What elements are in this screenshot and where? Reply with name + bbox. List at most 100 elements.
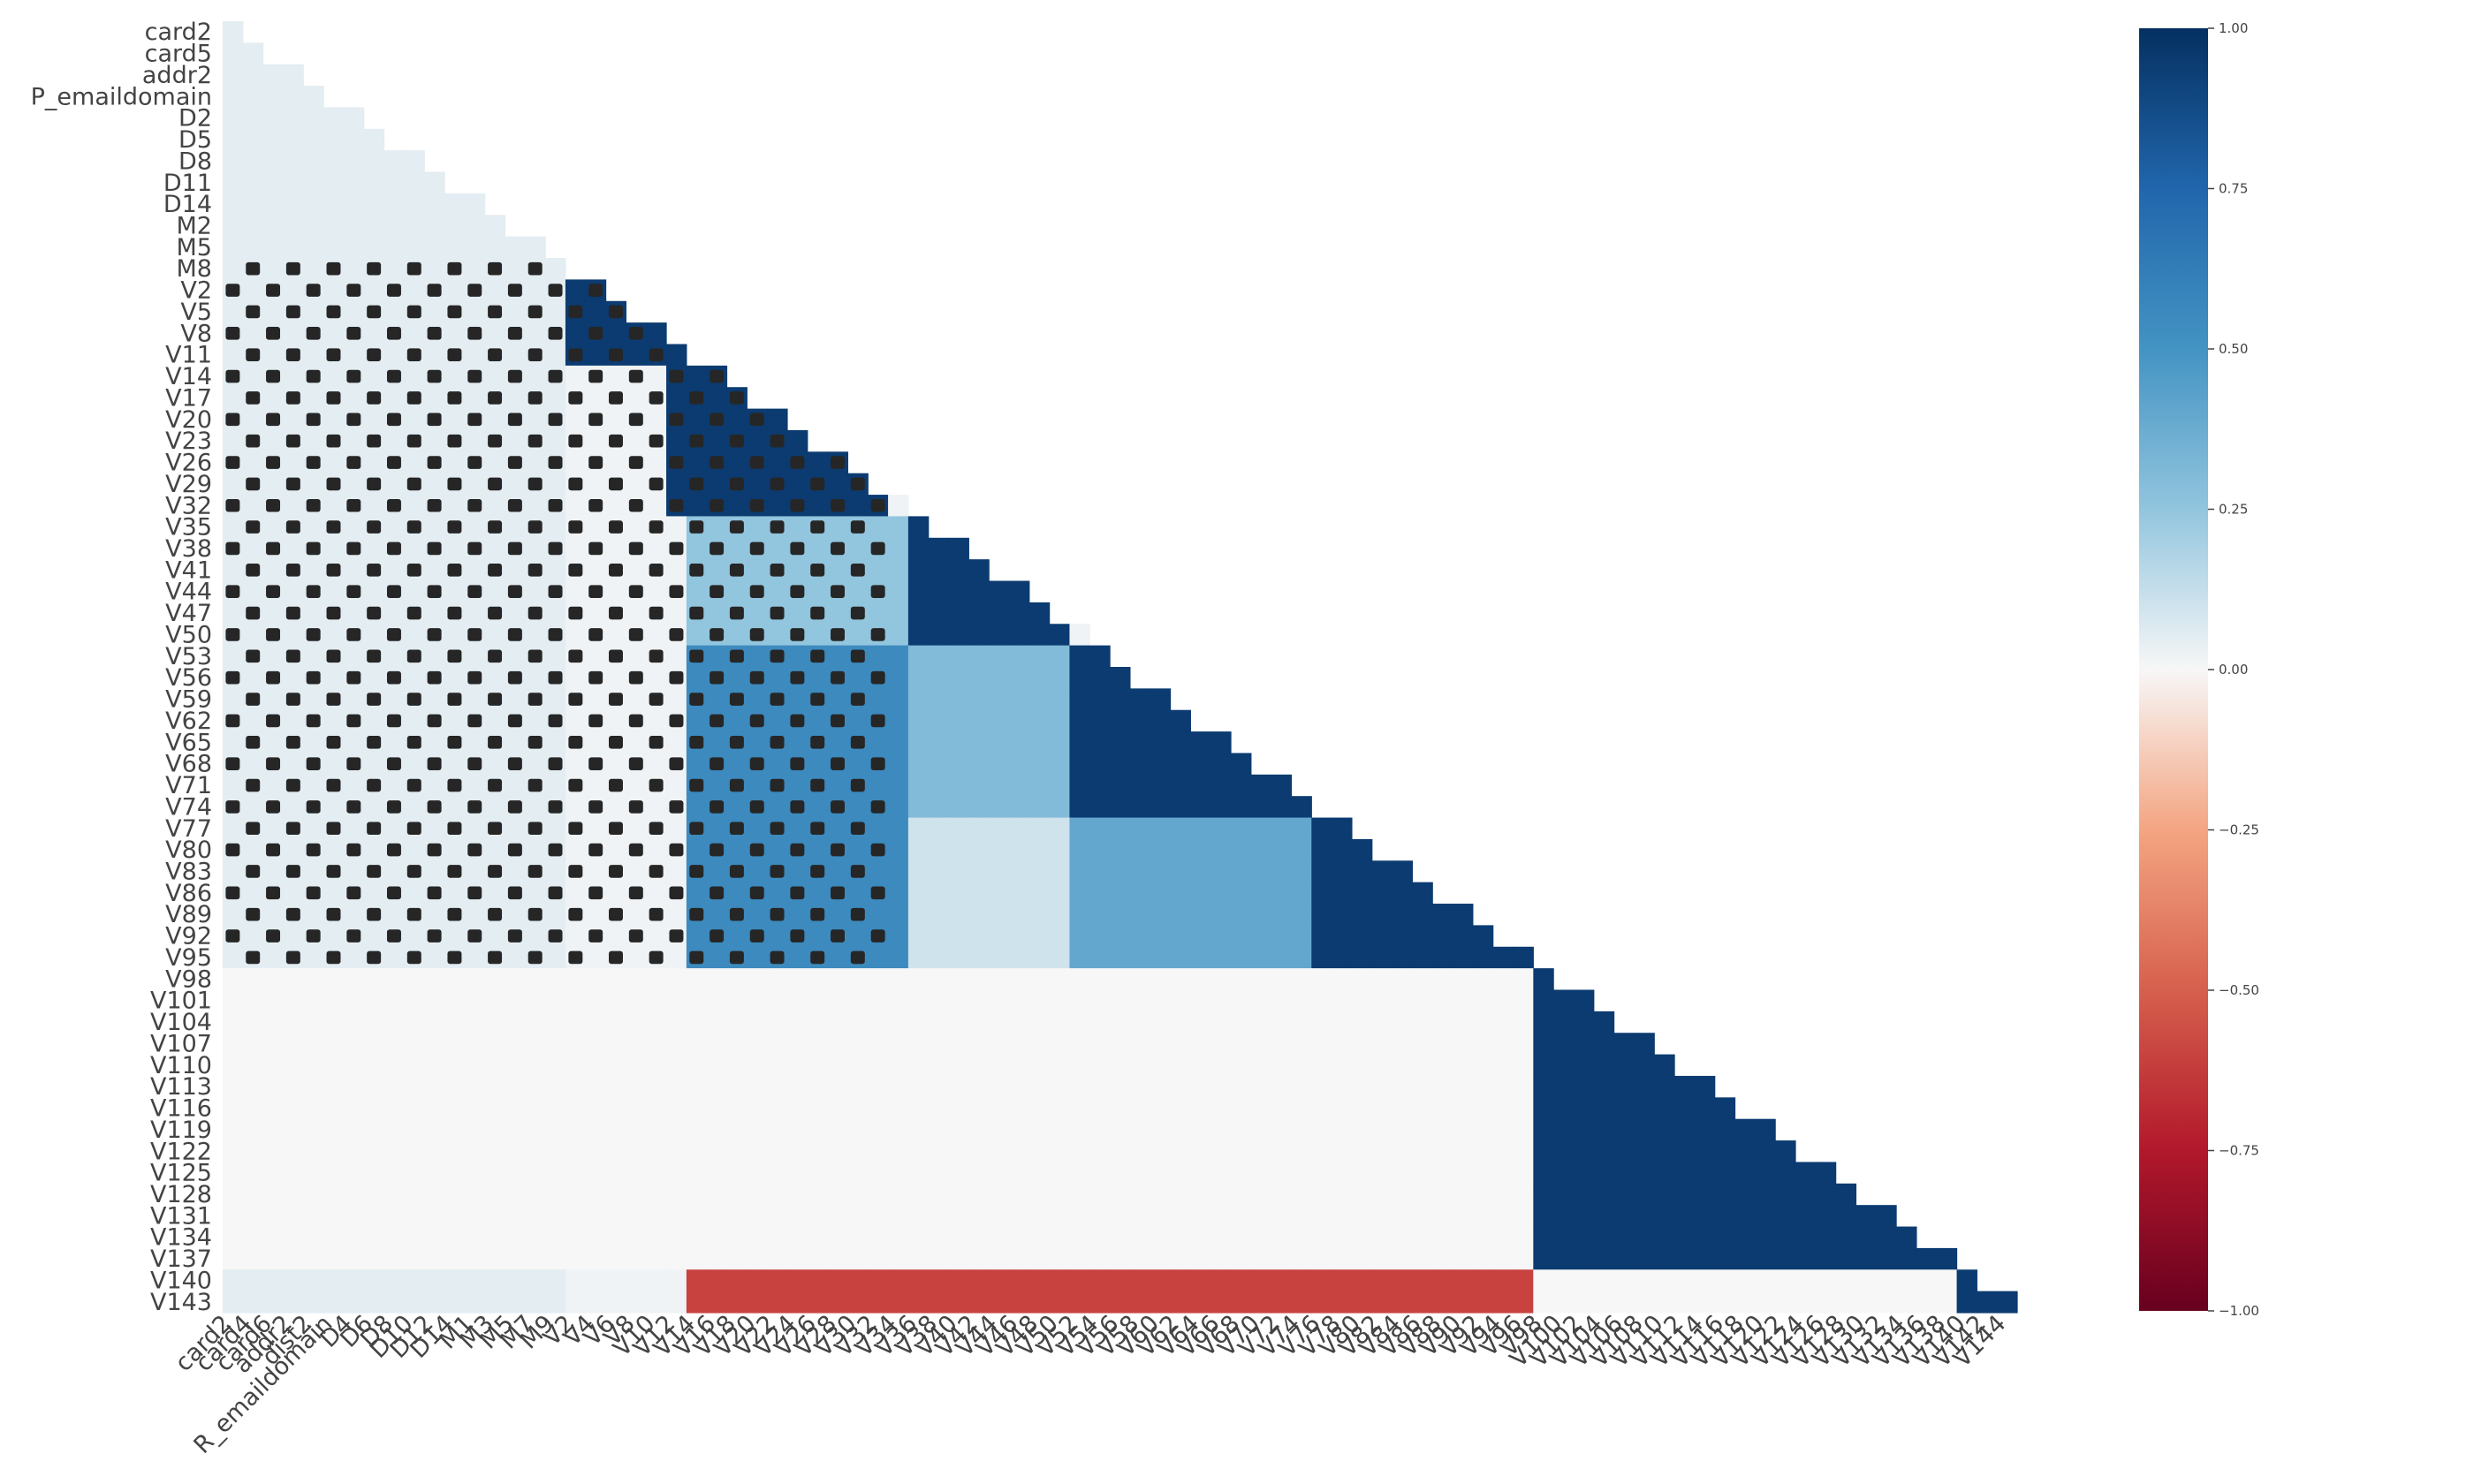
- cell-annotation-mark: [225, 413, 240, 427]
- heatmap-cell: [464, 989, 486, 1012]
- heatmap-cell: [847, 968, 869, 991]
- heatmap-cell: [706, 731, 728, 754]
- heatmap-cell: [545, 1118, 566, 1141]
- heatmap-cell: [1170, 1226, 1191, 1249]
- heatmap-cell: [404, 150, 425, 173]
- heatmap-cell: [1150, 925, 1172, 948]
- heatmap-cell: [505, 1097, 526, 1120]
- heatmap-cell: [847, 1011, 869, 1034]
- cell-annotation-mark: [870, 498, 885, 512]
- heatmap-cell: [726, 667, 748, 689]
- cell-annotation-mark: [427, 714, 442, 728]
- cell-annotation-mark: [568, 907, 583, 921]
- heatmap-cell: [1311, 860, 1332, 883]
- cell-annotation-mark: [689, 907, 704, 921]
- heatmap-cell: [1150, 860, 1172, 883]
- heatmap-cell: [343, 1162, 365, 1185]
- heatmap-cell: [948, 1269, 969, 1292]
- heatmap-cell: [424, 258, 445, 280]
- cell-annotation-mark: [710, 585, 725, 599]
- heatmap-cell: [948, 946, 969, 969]
- heatmap-cell: [484, 1269, 506, 1292]
- heatmap-cell: [786, 516, 808, 539]
- colorbar-tick-label: 1.00: [2219, 20, 2248, 36]
- heatmap-cell: [1351, 1011, 1373, 1034]
- y-tick-label: M5: [177, 234, 212, 261]
- heatmap-cell: [404, 580, 425, 603]
- heatmap-cell: [968, 1291, 990, 1314]
- heatmap-cell: [1028, 624, 1051, 647]
- heatmap-cell: [1573, 1118, 1595, 1141]
- heatmap-cell: [686, 408, 708, 431]
- heatmap-cell: [1351, 1247, 1373, 1270]
- cell-annotation-mark: [367, 434, 382, 448]
- heatmap-cell: [948, 559, 969, 582]
- heatmap-cell: [888, 925, 909, 948]
- heatmap-cell: [323, 322, 345, 345]
- heatmap-cell: [646, 882, 667, 905]
- heatmap-cell: [767, 968, 788, 991]
- heatmap-cell: [1896, 1247, 1917, 1270]
- heatmap-cell: [283, 1097, 304, 1120]
- colorbar-tick-label: 0.00: [2219, 662, 2248, 678]
- heatmap-cell: [1028, 817, 1051, 840]
- heatmap-cell: [323, 796, 345, 819]
- heatmap-cell: [1231, 753, 1252, 776]
- cell-annotation-mark: [628, 369, 643, 383]
- cell-annotation-mark: [749, 413, 764, 427]
- cell-annotation-mark: [649, 735, 664, 749]
- y-tick-label: card2: [145, 19, 212, 46]
- cell-annotation-mark: [507, 886, 522, 900]
- heatmap-cell: [827, 1162, 849, 1185]
- heatmap-cell: [1190, 817, 1211, 840]
- heatmap-cell: [928, 1226, 950, 1249]
- heatmap-cell: [363, 451, 385, 474]
- heatmap-cell: [303, 946, 324, 969]
- heatmap-cell: [343, 968, 365, 991]
- heatmap-cell: [686, 989, 708, 1012]
- heatmap-cell: [1150, 882, 1172, 905]
- cell-annotation-mark: [710, 498, 725, 512]
- heatmap-cell: [726, 1011, 748, 1034]
- heatmap-cell: [323, 838, 345, 861]
- heatmap-cell: [1190, 1162, 1211, 1185]
- heatmap-cell: [786, 989, 808, 1012]
- heatmap-cell: [1028, 731, 1051, 754]
- heatmap-cell: [424, 1291, 445, 1314]
- cell-annotation-mark: [850, 907, 865, 921]
- heatmap-cell: [262, 1140, 285, 1163]
- cell-annotation-mark: [467, 456, 482, 469]
- heatmap-cell: [1129, 989, 1151, 1012]
- heatmap-cell: [1271, 925, 1293, 948]
- heatmap-cell: [1049, 860, 1071, 883]
- heatmap-cell: [1453, 1075, 1474, 1098]
- heatmap-cell: [847, 667, 869, 689]
- heatmap-cell: [1210, 904, 1232, 926]
- heatmap-cell: [283, 882, 304, 905]
- heatmap-cell: [1392, 882, 1413, 905]
- heatmap-cell: [1734, 1140, 1756, 1163]
- heatmap-cell: [383, 1011, 405, 1034]
- heatmap-cell: [605, 968, 626, 991]
- heatmap-cell: [283, 236, 304, 259]
- heatmap-cell: [989, 796, 1010, 819]
- heatmap-cell: [1453, 925, 1474, 948]
- cell-annotation-mark: [609, 391, 623, 405]
- cell-annotation-mark: [488, 907, 503, 921]
- heatmap-cell: [1110, 1011, 1131, 1034]
- heatmap-cell: [1110, 709, 1131, 732]
- y-tick-label: V62: [165, 708, 212, 735]
- heatmap-cell: [807, 838, 829, 861]
- heatmap-cell: [565, 1118, 587, 1141]
- cell-annotation-mark: [669, 541, 684, 556]
- heatmap-cell: [223, 387, 244, 410]
- heatmap-cell: [223, 904, 244, 926]
- cell-annotation-mark: [326, 520, 341, 534]
- heatmap-cell: [807, 925, 829, 948]
- heatmap-cell: [989, 624, 1010, 647]
- heatmap-cell: [646, 1291, 667, 1314]
- heatmap-cell: [1694, 1097, 1716, 1120]
- heatmap-cell: [807, 989, 829, 1012]
- cell-annotation-mark: [346, 498, 361, 512]
